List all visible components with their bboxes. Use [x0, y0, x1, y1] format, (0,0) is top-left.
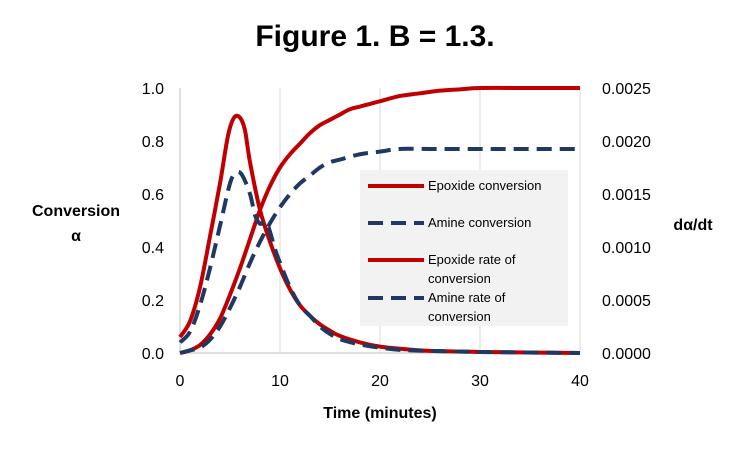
- x-tick-label: 30: [471, 373, 489, 390]
- chart-title: Figure 1. B = 1.3.: [255, 20, 495, 53]
- legend-label: conversion: [428, 309, 491, 324]
- y-left-tick-label: 0.6: [142, 187, 164, 204]
- y-right-tick-label: 0.0025: [602, 81, 651, 98]
- y-right-tick-label: 0.0015: [602, 187, 651, 204]
- legend-label: Epoxide conversion: [428, 178, 541, 193]
- legend-label: Amine conversion: [428, 215, 531, 230]
- y-left-tick-label: 1.0: [142, 81, 164, 98]
- series-lines: [178, 85, 581, 355]
- series-amine-conversion-line: [179, 146, 580, 355]
- x-tick-label: 10: [271, 373, 289, 390]
- tick-labels: 0 10 20 30 40 0.0 0.2 0.4 0.6 0.8 1.0 0.0000 0.0005 0…: [142, 81, 651, 390]
- series-epoxide-conversion-line: [179, 85, 580, 355]
- y-left-tick-label: 0.2: [142, 293, 164, 310]
- y-right-tick-label: 0.0020: [602, 134, 651, 151]
- y-axis-left-title-line2: α: [71, 228, 81, 245]
- x-axis-title: Time (minutes): [323, 405, 437, 422]
- y-left-tick-label: 0.8: [142, 134, 164, 151]
- y-right-tick-label: 0.0010: [602, 240, 651, 257]
- y-left-tick-label: 0.0: [142, 346, 164, 363]
- y-left-tick-label: 0.4: [142, 240, 164, 257]
- x-tick-label: 40: [571, 373, 589, 390]
- legend-label: Amine rate of: [428, 290, 506, 305]
- legend: Epoxide conversion Amine conversion Epoxid…: [360, 170, 568, 326]
- y-axis-left-title-line1: Conversion: [32, 203, 120, 220]
- x-tick-label: 20: [371, 373, 389, 390]
- y-axis-right-title: dα/dt: [673, 217, 713, 234]
- y-right-tick-label: 0.0005: [602, 293, 651, 310]
- series-epoxide-rate-line: [178, 113, 581, 355]
- legend-label: conversion: [428, 271, 491, 286]
- x-tick-label: 0: [176, 373, 185, 390]
- legend-label: Epoxide rate of: [428, 252, 516, 267]
- series-amine-rate-line: [178, 169, 581, 355]
- y-right-tick-label: 0.0000: [602, 346, 651, 363]
